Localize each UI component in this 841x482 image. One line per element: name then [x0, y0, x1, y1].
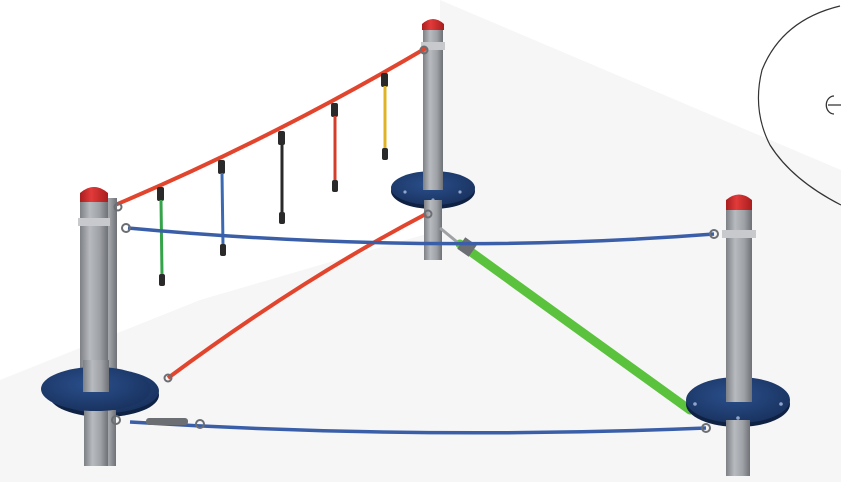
inset-symbol	[825, 95, 841, 115]
post-cap-front-right	[726, 194, 752, 210]
inset-diagram	[757, 5, 841, 206]
green-strap	[455, 239, 695, 415]
post-cap-back	[422, 19, 444, 30]
hanger-blue	[218, 160, 226, 256]
blue-upper-rope	[127, 226, 715, 246]
hanger-yellow	[381, 73, 388, 160]
red-diagonal-rope	[166, 212, 427, 380]
hanger-black	[278, 131, 285, 224]
post-front-left	[41, 187, 159, 466]
inset-outline	[757, 5, 841, 206]
hangers	[157, 73, 388, 286]
blue-lower-rope	[129, 420, 707, 435]
post-front-right	[686, 194, 790, 476]
red-top-rope	[107, 46, 428, 210]
rope-connectors	[111, 45, 719, 433]
turnbuckle	[146, 418, 188, 425]
hanger-green	[157, 187, 165, 286]
hanger-red	[331, 103, 338, 192]
